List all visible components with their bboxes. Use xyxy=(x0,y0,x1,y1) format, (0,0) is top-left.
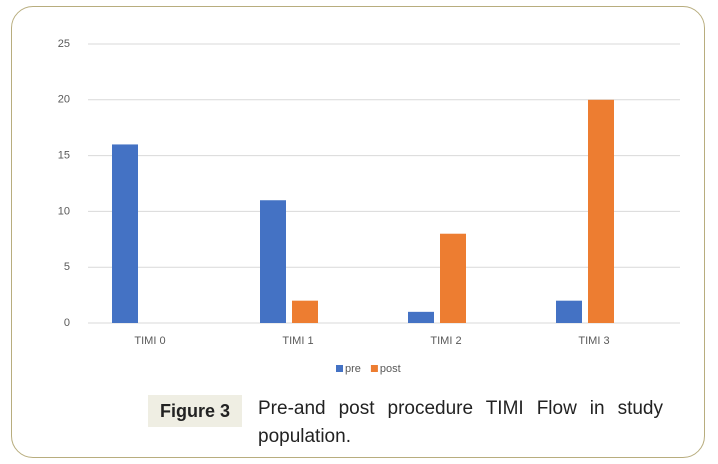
bar xyxy=(292,300,318,323)
y-tick-label: 0 xyxy=(64,317,70,329)
legend-label: pre xyxy=(345,363,361,375)
bar xyxy=(260,200,286,323)
bar xyxy=(408,311,434,323)
x-tick-label: TIMI 1 xyxy=(282,335,313,347)
figure-caption: Pre-and post procedure TIMI Flow in stud… xyxy=(258,398,663,447)
legend-swatch xyxy=(370,365,378,372)
legend-label: post xyxy=(380,363,401,375)
y-tick-label: 10 xyxy=(58,205,70,217)
legend-swatch xyxy=(336,365,343,372)
y-tick-label: 20 xyxy=(58,94,70,106)
bar xyxy=(112,144,138,323)
frame xyxy=(11,6,705,458)
x-tick-label: TIMI 0 xyxy=(134,335,165,347)
y-tick-label: 15 xyxy=(58,150,70,162)
bar xyxy=(440,233,466,323)
y-tick-label: 5 xyxy=(64,261,70,273)
figure-label: Figure 3 xyxy=(148,395,242,427)
x-tick-label: TIMI 2 xyxy=(430,335,461,347)
bar xyxy=(588,99,614,323)
y-tick-label: 25 xyxy=(58,38,70,50)
bar xyxy=(556,300,582,323)
x-tick-label: TIMI 3 xyxy=(578,335,609,347)
